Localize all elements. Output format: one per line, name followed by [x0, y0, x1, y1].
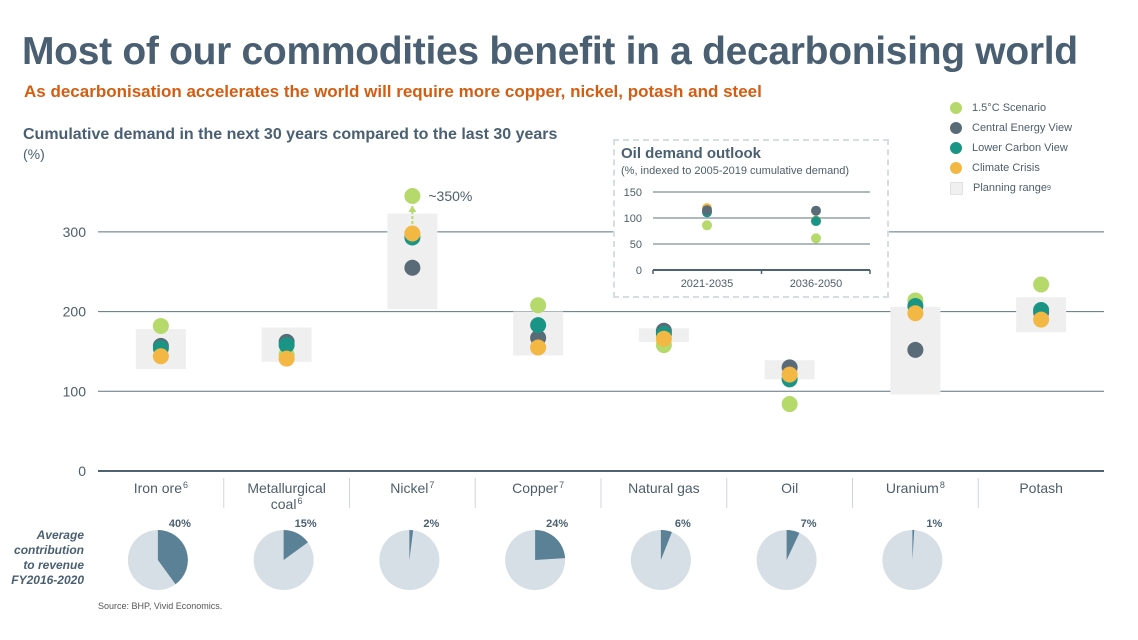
- legend-swatch: [950, 162, 962, 174]
- data-point-lower: [530, 317, 547, 334]
- legend-label: Climate Crisis: [972, 162, 1040, 174]
- inset-data-point: [811, 233, 821, 244]
- category-label: Oil: [781, 480, 798, 496]
- source-note: Source: BHP, Vivid Economics.: [98, 601, 223, 611]
- data-point-crisis: [404, 225, 421, 242]
- chart-unit: (%): [23, 146, 45, 162]
- inset-title: Oil demand outlook: [621, 145, 762, 162]
- legend-footnote: 9: [1047, 184, 1051, 192]
- legend-label: Lower Carbon View: [972, 142, 1068, 154]
- inset-data-point: [811, 205, 821, 216]
- y-tick-label: 0: [78, 463, 86, 479]
- inset-data-point: [702, 205, 712, 216]
- category-footnote: 6: [297, 496, 302, 506]
- data-point-s15: [152, 317, 169, 334]
- pie-value-label: 24%: [546, 518, 568, 530]
- category-label: Natural gas: [628, 480, 700, 496]
- oil-demand-chart: 0 50 100 150 2021-2035 2036-2050: [624, 187, 871, 290]
- data-point-s15: [1033, 276, 1050, 293]
- pie-slice: [786, 530, 800, 560]
- y-tick-label: 300: [63, 224, 87, 240]
- category-label: coal6: [271, 496, 303, 512]
- inset-category-label: 2036-2050: [790, 278, 843, 290]
- legend-item-planning-range: Planning range 9: [950, 178, 1072, 198]
- category-label: Metallurgical: [247, 480, 326, 496]
- category-footnote: 6: [183, 480, 188, 490]
- page-title: Most of our commodities benefit in a dec…: [22, 30, 1078, 73]
- average-contribution-label: Average contribution to revenue FY2016-2…: [11, 528, 84, 587]
- data-point-s15: [530, 297, 547, 314]
- category-footnote: 7: [429, 480, 434, 490]
- legend: 1.5°C Scenario Central Energy View Lower…: [950, 98, 1072, 198]
- inset-y-tick-label: 100: [624, 213, 642, 225]
- pie-value-label: 6%: [675, 518, 691, 530]
- pie-value-label: 15%: [295, 518, 317, 530]
- data-point-offscale: [404, 188, 421, 204]
- category-footnote: 7: [559, 480, 564, 490]
- y-tick-label: 100: [63, 383, 87, 399]
- data-point-central: [907, 341, 924, 358]
- data-point-crisis: [530, 339, 547, 356]
- legend-item-lower-carbon: Lower Carbon View: [950, 138, 1072, 158]
- inset-y-tick-label: 150: [624, 187, 642, 199]
- data-point-crisis: [1033, 311, 1050, 328]
- data-point-central: [404, 259, 421, 276]
- category-label: Iron ore6: [134, 480, 188, 496]
- data-point-s15: [781, 396, 798, 413]
- chart-title: Cumulative demand in the next 30 years c…: [23, 126, 558, 143]
- pie-slice: [283, 530, 308, 560]
- category-label: Potash: [1019, 480, 1063, 496]
- legend-swatch: [950, 142, 962, 154]
- data-point-crisis: [781, 366, 798, 383]
- data-point-crisis: [655, 330, 672, 347]
- pie-value-label: 7%: [801, 518, 817, 530]
- category-label: Nickel7: [390, 480, 434, 496]
- pie-slice: [912, 530, 915, 560]
- inset-category-label: 2021-2035: [681, 278, 734, 290]
- page-subtitle: As decarbonisation accelerates the world…: [24, 82, 762, 101]
- oil-demand-inset: 0 50 100 150 2021-2035 2036-2050 Oil demand o…: [613, 139, 889, 298]
- pie-slice: [535, 530, 566, 560]
- inset-data-point: [811, 216, 821, 227]
- inset-data-point: [702, 220, 712, 231]
- pie-value-label: 1%: [926, 518, 942, 530]
- legend-item-central: Central Energy View: [950, 118, 1072, 138]
- legend-label: Planning range: [973, 182, 1048, 194]
- offscale-arrow-head: [408, 206, 417, 212]
- legend-item-climate-crisis: Climate Crisis: [950, 158, 1072, 178]
- data-point-crisis: [907, 305, 924, 322]
- pie-value-label: 40%: [169, 518, 191, 530]
- category-label: Uranium8: [886, 480, 945, 496]
- category-label: Copper7: [512, 480, 564, 496]
- inset-y-tick-label: 0: [636, 265, 642, 277]
- data-point-crisis: [152, 348, 169, 365]
- y-tick-label: 200: [63, 304, 87, 320]
- pie-slice: [157, 530, 188, 585]
- legend-label: Central Energy View: [972, 122, 1073, 134]
- legend-swatch: [950, 122, 962, 134]
- pie-slice: [660, 530, 672, 560]
- legend-item-1-5c: 1.5°C Scenario: [950, 98, 1072, 118]
- pie-value-label: 2%: [423, 518, 439, 530]
- category-footnote: 8: [940, 480, 945, 490]
- offscale-label: ~350%: [428, 188, 472, 204]
- data-point-crisis: [278, 350, 295, 367]
- legend-swatch: [950, 181, 963, 195]
- inset-y-tick-label: 50: [630, 239, 642, 251]
- legend-swatch: [950, 102, 962, 114]
- legend-label: 1.5°C Scenario: [972, 102, 1047, 114]
- data-point-lower: [278, 337, 295, 354]
- pie-slice: [409, 530, 414, 560]
- inset-subtitle: (%, indexed to 2005-2019 cumulative dema…: [621, 165, 850, 177]
